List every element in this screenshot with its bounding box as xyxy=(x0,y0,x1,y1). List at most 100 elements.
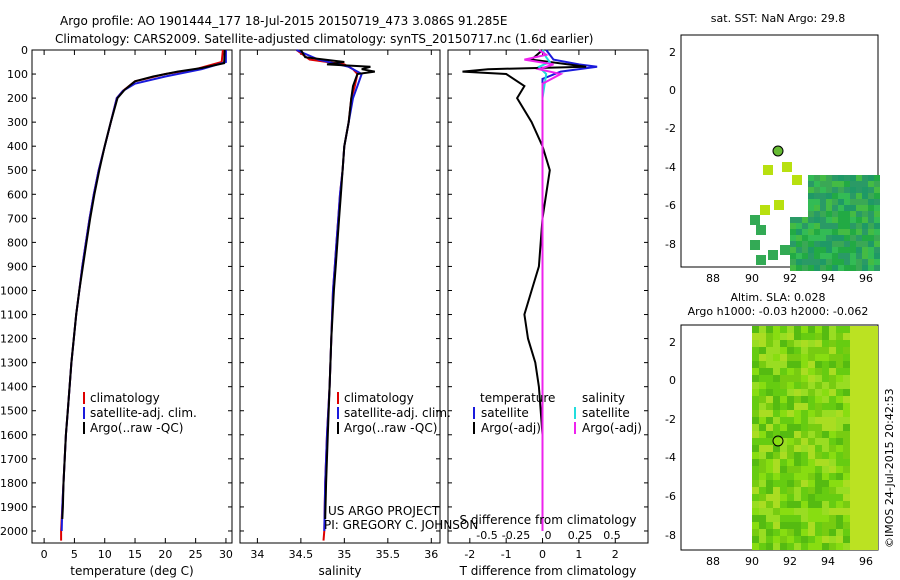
sla-cell xyxy=(829,529,836,536)
sla-cell xyxy=(857,396,864,403)
sst-cell xyxy=(844,235,850,241)
sla-cell xyxy=(780,473,787,480)
depth-tick-label: 300 xyxy=(7,116,28,129)
sla-cell xyxy=(829,389,836,396)
sla-cell xyxy=(808,529,815,536)
sla-cell xyxy=(871,424,878,431)
sla-cell xyxy=(829,396,836,403)
map-y-tick-label: -4 xyxy=(665,161,676,174)
sla-cell xyxy=(822,340,829,347)
sla-cell xyxy=(857,347,864,354)
sla-cell xyxy=(836,522,843,529)
sla-cell xyxy=(801,473,808,480)
sst-cell xyxy=(826,217,832,223)
sst-cell xyxy=(802,265,808,271)
sla-cell xyxy=(752,354,759,361)
sla-cell xyxy=(766,508,773,515)
sst-cell xyxy=(868,259,874,265)
sst-cell xyxy=(874,229,880,235)
sla-cell xyxy=(850,361,857,368)
sst-cell xyxy=(826,247,832,253)
sla-cell xyxy=(815,403,822,410)
sla-cell xyxy=(808,466,815,473)
sla-cell xyxy=(822,508,829,515)
sst-cell xyxy=(838,217,844,223)
sla-cell xyxy=(787,368,794,375)
sst-cell xyxy=(838,181,844,187)
sst-cell xyxy=(856,247,862,253)
sst-cell xyxy=(844,223,850,229)
sla-cell xyxy=(808,487,815,494)
sst-cell xyxy=(868,175,874,181)
sla-cell xyxy=(857,375,864,382)
sst-cell xyxy=(814,235,820,241)
x-tick-label: 35 xyxy=(337,548,351,561)
sla-cell xyxy=(850,396,857,403)
x-tick-label: 35.5 xyxy=(376,548,401,561)
sla-cell xyxy=(759,424,766,431)
sla-cell xyxy=(780,459,787,466)
sla-cell xyxy=(766,452,773,459)
sla-cell xyxy=(864,375,871,382)
depth-tick-label: 1800 xyxy=(0,477,28,490)
sla-cell xyxy=(780,466,787,473)
sla-cell xyxy=(801,375,808,382)
sla-cell xyxy=(815,438,822,445)
sla-cell xyxy=(808,431,815,438)
sla-cell xyxy=(773,480,780,487)
sla-cell xyxy=(836,480,843,487)
sst-cell xyxy=(862,259,868,265)
sst-cell xyxy=(856,199,862,205)
sst-cell xyxy=(808,211,814,217)
sla-cell xyxy=(850,466,857,473)
legend-label: satellite xyxy=(582,406,630,420)
sst-cell xyxy=(820,241,826,247)
sst-cell xyxy=(862,205,868,211)
sst-cell xyxy=(814,175,820,181)
sla-cell xyxy=(759,382,766,389)
legend-label: satellite xyxy=(481,406,529,420)
sst-cell xyxy=(826,229,832,235)
sla-cell xyxy=(780,375,787,382)
sla-cell xyxy=(815,466,822,473)
sla-cell xyxy=(822,480,829,487)
sla-cell xyxy=(787,396,794,403)
sst-cell xyxy=(820,211,826,217)
salinity-panel xyxy=(239,49,441,544)
difference-panel xyxy=(447,49,649,544)
sst-cell xyxy=(856,265,862,271)
sla-cell xyxy=(843,452,850,459)
sst-cell xyxy=(832,253,838,259)
sst-cell xyxy=(868,223,874,229)
legend-label: Argo(..raw -QC) xyxy=(90,421,183,435)
sla-cell xyxy=(787,494,794,501)
sla-cell xyxy=(801,515,808,522)
sst-cell xyxy=(844,187,850,193)
sst-cell xyxy=(862,187,868,193)
sla-cell xyxy=(857,410,864,417)
sla-cell xyxy=(836,466,843,473)
sla-cell xyxy=(815,340,822,347)
sla-cell xyxy=(759,326,766,333)
legend-label: climatology xyxy=(344,391,414,405)
sla-cell xyxy=(843,403,850,410)
sst-cell xyxy=(844,241,850,247)
sla-cell xyxy=(801,347,808,354)
series-line-red xyxy=(60,49,224,541)
sla-cell xyxy=(752,494,759,501)
sla-cell xyxy=(752,480,759,487)
sst-cell xyxy=(826,235,832,241)
sla-cell xyxy=(850,459,857,466)
sla-cell xyxy=(752,340,759,347)
sla-cell xyxy=(752,326,759,333)
sla-cell xyxy=(808,459,815,466)
sst-cell xyxy=(814,217,820,223)
map-x-tick-label: 92 xyxy=(783,272,797,285)
depth-tick-label: 1500 xyxy=(0,405,28,418)
sla-cell xyxy=(766,354,773,361)
sla-cell xyxy=(773,396,780,403)
sst-cell xyxy=(774,200,784,210)
sla-cell xyxy=(829,375,836,382)
sla-cell xyxy=(759,445,766,452)
sst-cell xyxy=(838,223,844,229)
